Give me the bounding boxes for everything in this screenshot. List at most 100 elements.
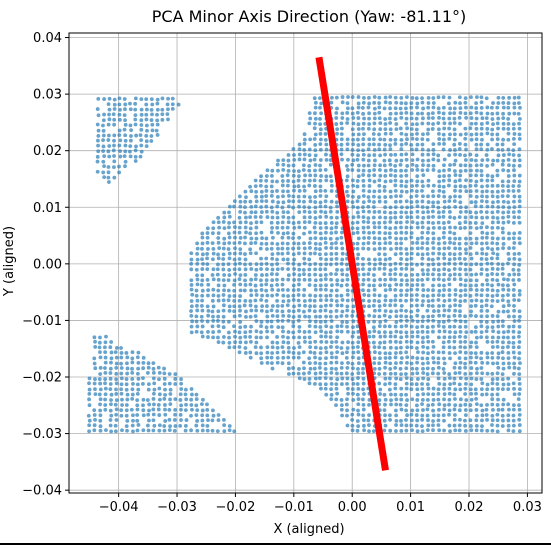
scatter-point [216, 314, 221, 319]
scatter-point [420, 188, 424, 193]
scatter-point [469, 116, 474, 120]
scatter-point [107, 144, 112, 148]
scatter-point [441, 413, 446, 418]
scatter-point [270, 189, 275, 194]
scatter-point [491, 200, 495, 205]
scatter-point [291, 205, 296, 210]
scatter-point [259, 210, 264, 214]
scatter-point [415, 356, 420, 361]
scatter-point [447, 386, 452, 391]
scatter-point [458, 313, 462, 318]
scatter-point [480, 288, 484, 292]
y-tick-label: 0.02 [33, 144, 62, 159]
scatter-point [318, 142, 323, 147]
scatter-point [420, 235, 424, 240]
scatter-point [356, 376, 360, 380]
scatter-point [366, 272, 371, 277]
scatter-point [453, 330, 458, 335]
scatter-point [281, 210, 286, 215]
scatter-point [394, 309, 399, 314]
scatter-point [194, 403, 199, 408]
scatter-point [307, 319, 312, 324]
scatter-point [453, 152, 457, 157]
scatter-point [474, 132, 479, 137]
scatter-point [114, 418, 119, 422]
scatter-point [372, 319, 377, 324]
scatter-point [281, 293, 286, 298]
scatter-point [226, 298, 231, 303]
scatter-point [237, 350, 242, 355]
scatter-point [474, 147, 479, 152]
scatter-point [195, 308, 200, 313]
scatter-point [329, 397, 334, 402]
scatter-point [259, 241, 264, 246]
scatter-point [319, 101, 324, 106]
scatter-point [447, 136, 452, 141]
scatter-point [313, 163, 318, 167]
scatter-point [98, 418, 103, 423]
scatter-point [330, 95, 334, 100]
scatter-point [162, 366, 166, 371]
scatter-point [96, 113, 101, 118]
scatter-point [512, 231, 517, 236]
scatter-point [420, 417, 425, 422]
scatter-point [388, 356, 392, 360]
scatter-point [500, 319, 505, 324]
scatter-point [437, 319, 441, 324]
scatter-point [399, 111, 404, 116]
scatter-point [425, 325, 430, 330]
scatter-point [372, 121, 377, 126]
scatter-point [415, 371, 420, 376]
scatter-point [366, 246, 371, 251]
scatter-point [339, 293, 344, 298]
scatter-point [425, 294, 430, 298]
scatter-point [340, 320, 345, 324]
scatter-point [474, 292, 479, 297]
scatter-point [378, 320, 383, 324]
scatter-point [501, 215, 505, 220]
scatter-point [350, 162, 355, 167]
scatter-point [119, 351, 124, 355]
scatter-point [458, 163, 463, 168]
scatter-point [404, 121, 409, 126]
scatter-point [485, 282, 490, 287]
scatter-point [259, 194, 264, 199]
scatter-point [399, 147, 404, 152]
scatter-point [409, 215, 414, 220]
scatter-point [469, 330, 474, 334]
scatter-point [280, 303, 285, 308]
scatter-point [329, 283, 334, 288]
scatter-point [393, 293, 398, 298]
scatter-point [479, 309, 484, 313]
scatter-point [339, 314, 344, 318]
scatter-point [297, 152, 302, 157]
scatter-point [109, 429, 114, 434]
scatter-point [170, 106, 175, 111]
scatter-point [138, 133, 143, 138]
scatter-point [367, 299, 371, 303]
scatter-point [442, 199, 447, 204]
scatter-point [436, 413, 441, 418]
scatter-point [95, 107, 100, 111]
scatter-point [189, 330, 194, 335]
scatter-point [415, 387, 420, 392]
scatter-point [232, 429, 237, 434]
scatter-point [139, 118, 144, 123]
scatter-point [155, 122, 160, 127]
scatter-point [259, 361, 264, 365]
scatter-point [329, 288, 334, 293]
scatter-point [259, 319, 264, 324]
scatter-point [291, 221, 296, 225]
scatter-point [200, 298, 204, 303]
scatter-point [388, 179, 393, 183]
scatter-point [420, 142, 425, 147]
scatter-point [469, 351, 474, 355]
scatter-point [399, 174, 403, 178]
scatter-point [366, 257, 371, 262]
scatter-point [270, 256, 275, 261]
scatter-point [378, 257, 382, 262]
scatter-point [222, 210, 227, 215]
scatter-point [200, 408, 205, 413]
scatter-point [194, 329, 199, 334]
